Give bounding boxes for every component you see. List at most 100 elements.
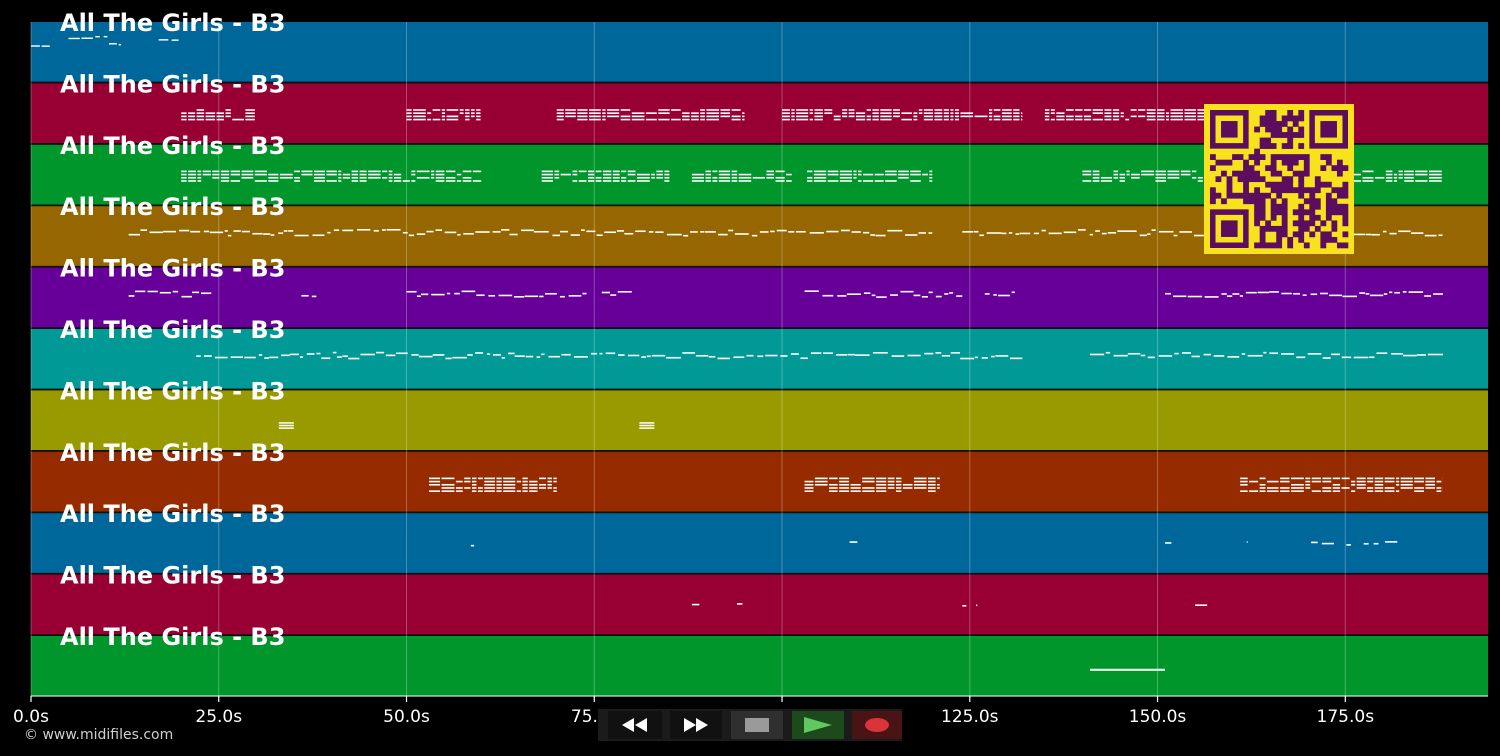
note	[190, 230, 201, 233]
record-button[interactable]	[852, 711, 902, 739]
note	[842, 109, 848, 111]
note	[954, 118, 959, 121]
note	[196, 112, 205, 114]
note	[790, 353, 799, 355]
note	[559, 295, 565, 298]
note	[624, 232, 634, 235]
note	[786, 173, 792, 176]
note	[1008, 232, 1013, 234]
note	[541, 176, 553, 179]
note	[700, 118, 705, 121]
play-button[interactable]	[792, 711, 844, 739]
note	[393, 173, 402, 176]
note	[1082, 170, 1092, 173]
qr-code[interactable]	[1204, 104, 1354, 254]
note	[620, 118, 631, 121]
note	[602, 180, 612, 182]
note	[1147, 356, 1155, 359]
note	[731, 109, 741, 111]
note	[313, 176, 325, 179]
note	[294, 180, 300, 182]
note	[470, 544, 475, 547]
note	[804, 490, 814, 492]
note	[342, 173, 351, 176]
note	[858, 170, 862, 173]
note	[212, 173, 220, 176]
note	[426, 230, 434, 233]
note	[851, 231, 861, 233]
note	[913, 115, 918, 118]
note	[245, 112, 255, 114]
rewind-button[interactable]	[608, 711, 662, 739]
note	[1436, 487, 1442, 489]
note	[775, 180, 785, 182]
note	[876, 480, 887, 483]
note	[1197, 109, 1210, 111]
note	[1370, 294, 1384, 297]
note	[179, 229, 190, 232]
note	[1415, 180, 1428, 182]
note	[839, 173, 852, 176]
note	[1044, 112, 1050, 114]
note	[814, 115, 823, 118]
note	[1167, 170, 1180, 173]
note	[1280, 477, 1290, 480]
note	[432, 354, 445, 356]
note	[441, 118, 446, 121]
note	[1351, 480, 1356, 483]
note	[554, 170, 560, 173]
note	[1075, 115, 1083, 118]
note	[471, 483, 477, 486]
note	[556, 112, 564, 114]
note	[465, 112, 470, 114]
note	[554, 176, 560, 179]
note	[607, 112, 620, 114]
note	[910, 180, 921, 182]
note	[928, 232, 933, 234]
note	[1227, 356, 1240, 358]
note	[863, 173, 874, 176]
note	[891, 355, 905, 357]
note	[572, 180, 578, 182]
note	[601, 291, 610, 294]
note	[1158, 230, 1174, 233]
note	[1117, 230, 1126, 232]
note	[1296, 356, 1306, 359]
note	[734, 233, 749, 235]
note	[205, 115, 216, 118]
note	[1104, 118, 1112, 121]
note	[1066, 115, 1074, 118]
note	[1184, 112, 1196, 114]
note	[548, 355, 560, 358]
stop-button[interactable]	[731, 711, 783, 739]
note	[823, 352, 834, 354]
note	[455, 490, 463, 492]
note	[720, 109, 731, 111]
note	[573, 356, 588, 358]
note	[561, 353, 571, 356]
note	[1389, 291, 1393, 294]
note	[814, 477, 828, 480]
note	[1112, 118, 1120, 121]
note	[1438, 234, 1443, 237]
note	[621, 176, 627, 179]
note	[728, 229, 734, 232]
note	[1356, 483, 1366, 486]
note	[848, 115, 855, 118]
note	[1280, 480, 1290, 483]
note	[1232, 293, 1240, 295]
note	[1050, 118, 1055, 121]
note	[1257, 291, 1270, 294]
note	[411, 180, 416, 182]
note	[1112, 112, 1120, 114]
note	[565, 112, 576, 114]
note	[1013, 109, 1020, 111]
note	[108, 43, 117, 45]
note	[1367, 480, 1374, 483]
note	[254, 180, 267, 182]
note	[929, 170, 933, 173]
note	[501, 357, 505, 359]
note	[516, 480, 521, 483]
fast-forward-button[interactable]	[670, 711, 722, 739]
note	[338, 176, 342, 179]
